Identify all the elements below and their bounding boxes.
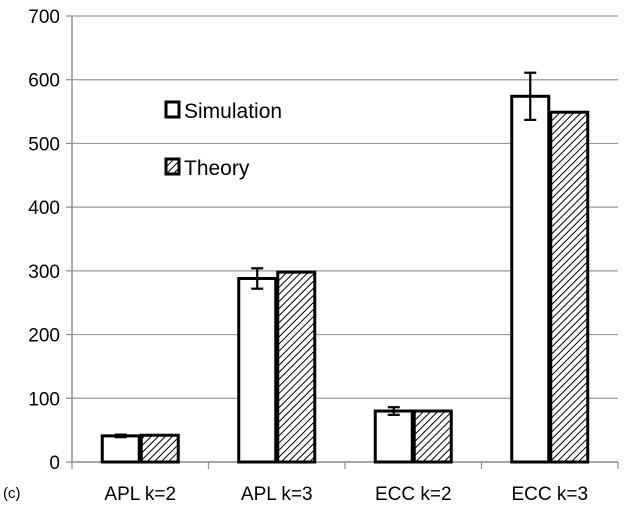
legend-label-theory: Theory [184, 157, 250, 180]
y-tick-label-600: 600 [28, 71, 60, 92]
y-tick-label-300: 300 [28, 262, 60, 283]
bars [100, 71, 590, 464]
bar-theory-apl-k-3 [276, 270, 317, 464]
bar-simulation-apl-k-3 [237, 277, 278, 464]
y-tick-label-400: 400 [28, 198, 60, 219]
gridlines [72, 15, 618, 399]
panel-label: (c) [3, 485, 21, 502]
x-tick-label-apl-k-2: APL k=2 [104, 484, 176, 505]
x-tick-label-ecc-k-3: ECC k=3 [511, 484, 588, 505]
bar-theory-ecc-k-2 [412, 409, 453, 464]
labels: 0 100 200 300 400 500 600 700 APL k=2 APL k=3 ECC … [28, 7, 588, 505]
legend-label-simulation: Simulation [184, 100, 282, 123]
bar-theory-apl-k-2 [139, 433, 180, 464]
bar-simulation-ecc-k-3 [510, 94, 551, 464]
x-tick-label-ecc-k-2: ECC k=2 [375, 484, 452, 505]
legend: Simulation Theory [164, 100, 282, 180]
y-tick-label-100: 100 [28, 389, 60, 410]
y-tick-label-0: 0 [49, 453, 60, 474]
bar-theory-ecc-k-3 [549, 110, 590, 464]
x-tick-label-apl-k-3: APL k=3 [241, 484, 313, 505]
y-tick-label-200: 200 [28, 326, 60, 347]
y-tick-label-500: 500 [28, 134, 60, 155]
bar-simulation-ecc-k-2 [373, 409, 414, 464]
legend-swatch-theory [164, 157, 181, 176]
bar-simulation-apl-k-2 [100, 434, 141, 464]
y-tick-label-700: 700 [28, 7, 60, 28]
legend-swatch-simulation [164, 100, 181, 119]
